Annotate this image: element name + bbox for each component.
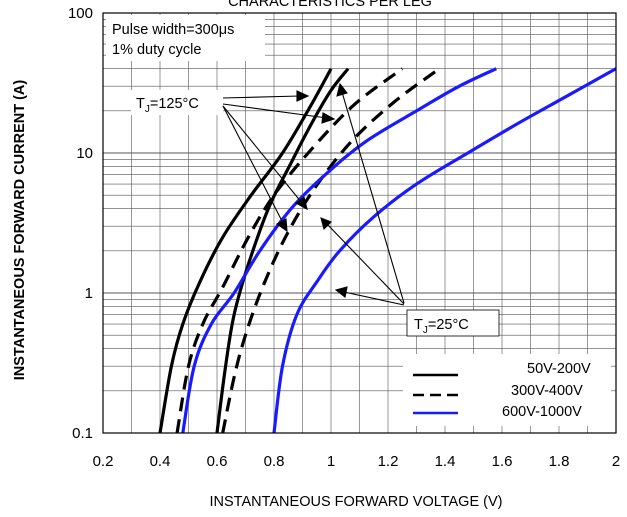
legend-label-300v: 300V-400V xyxy=(511,383,583,399)
y-tick-label: 10 xyxy=(76,145,93,162)
legend-label-600v: 600V-1000V xyxy=(502,404,582,420)
tj25-arrows xyxy=(320,82,405,306)
y-tick-label: 100 xyxy=(68,5,93,22)
tj25-sub: J xyxy=(423,325,428,336)
y-tick-labels: 0.1 1 10 100 xyxy=(68,5,93,442)
tj25-label-box xyxy=(406,309,500,337)
tj125-sub: J xyxy=(145,104,150,115)
y-tick-label: 1 xyxy=(85,285,93,302)
x-tick-label: 1.6 xyxy=(492,453,513,470)
curve-50v-200v-25c xyxy=(215,67,350,433)
x-tick-label: 0.6 xyxy=(207,453,228,470)
x-tick-label: 1 xyxy=(327,453,335,470)
x-tick-label: 1.4 xyxy=(435,453,456,470)
x-tick-label: 0.2 xyxy=(93,453,114,470)
note-pulse-width: Pulse width=300μs xyxy=(112,22,234,38)
x-tick-label: 2 xyxy=(612,453,620,470)
tj25-prefix: T xyxy=(414,317,423,333)
curve-300v-400v-25c xyxy=(221,67,441,433)
legend: 50V-200V 300V-400V 600V-1000V xyxy=(413,361,591,420)
tj25-label: TJ=25°C xyxy=(414,317,469,336)
tj125-label-box xyxy=(131,90,223,115)
legend-label-50v: 50V-200V xyxy=(527,361,591,377)
x-tick-label: 1.2 xyxy=(378,453,399,470)
x-tick-label: 0.8 xyxy=(264,453,285,470)
tj25-suffix: =25°C xyxy=(428,317,469,333)
y-tick-label: 0.1 xyxy=(72,425,93,442)
x-tick-labels: 0.2 0.4 0.6 0.8 1 1.2 1.4 1.6 1.8 2 xyxy=(93,453,621,470)
curve-layer xyxy=(158,67,616,433)
x-tick-label: 0.4 xyxy=(150,453,171,470)
x-tick-label: 1.8 xyxy=(549,453,570,470)
tj125-label: TJ=125°C xyxy=(136,96,199,115)
x-axis-label: INSTANTANEOUS FORWARD VOLTAGE (V) xyxy=(210,494,503,510)
tj125-prefix: T xyxy=(136,96,145,112)
plot-border xyxy=(102,12,617,434)
curve-50v-200v-125c xyxy=(158,67,333,433)
y-axis-label: INSTANTANEOUS FORWARD CURRENT (A) xyxy=(12,80,28,381)
notes-box xyxy=(106,15,265,61)
curve-600v-1000v-125c xyxy=(181,67,497,433)
tj125-suffix: =125°C xyxy=(150,96,199,112)
curve-300v-400v-125c xyxy=(175,67,404,433)
tj125-arrows xyxy=(222,90,336,233)
note-duty-cycle: 1% duty cycle xyxy=(112,42,201,58)
curve-600v-1000v-25c xyxy=(272,67,616,433)
chart-title: CHARACTERISTICS PER LEG xyxy=(228,0,432,10)
